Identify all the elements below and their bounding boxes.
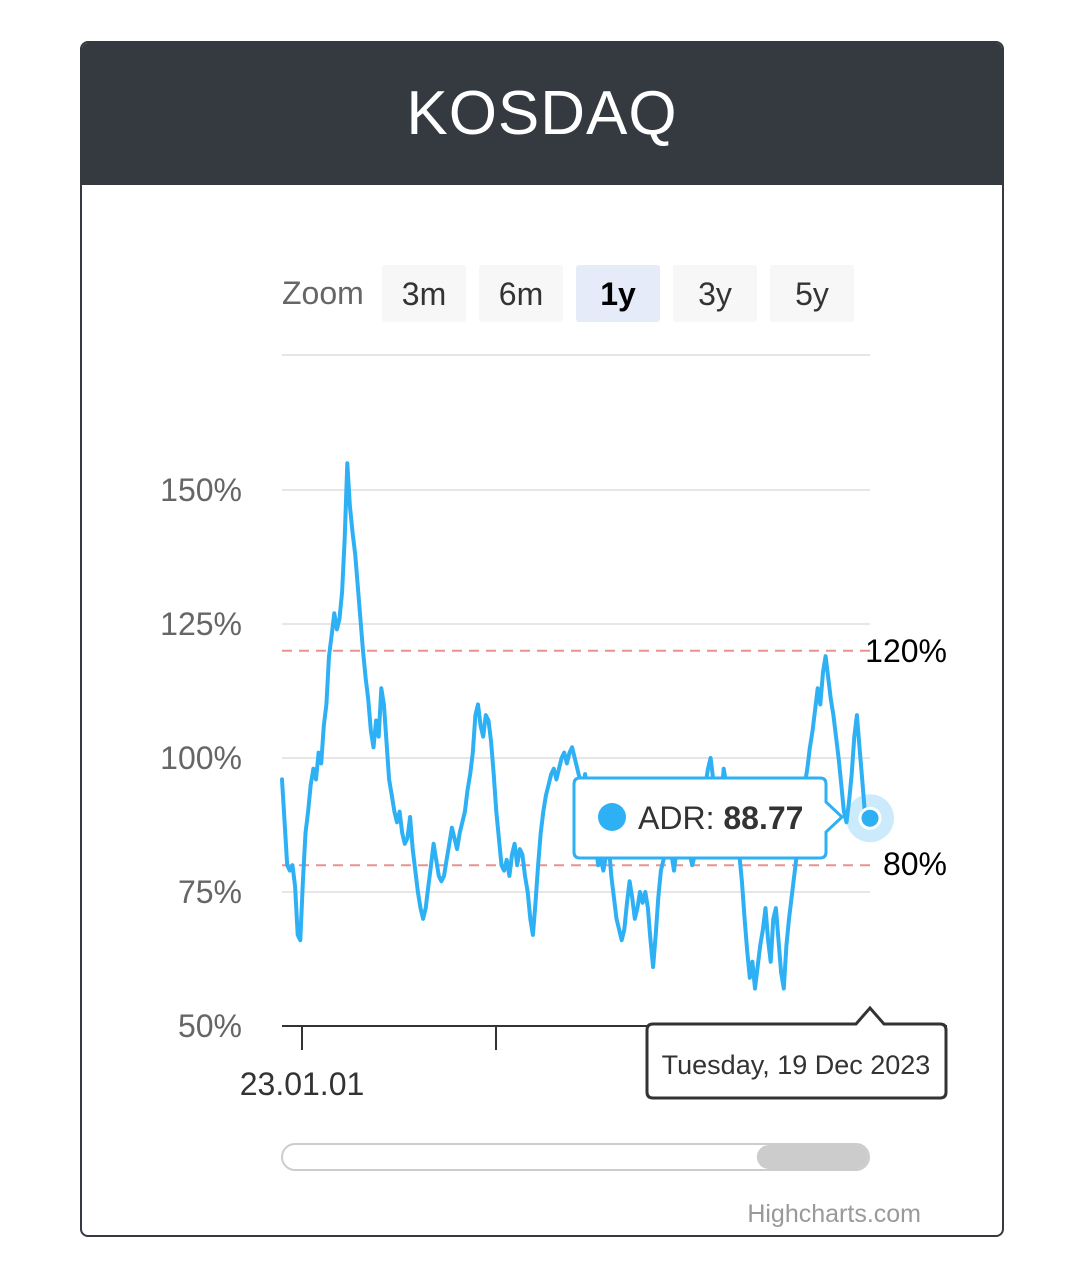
zoom-button-label: 5y	[795, 276, 829, 312]
y-tick-label: 75%	[178, 874, 242, 910]
card-title: KOSDAQ	[82, 43, 1002, 185]
tooltip-date: Tuesday, 19 Dec 2023	[662, 1050, 931, 1080]
y-tick-label: 150%	[160, 472, 242, 508]
plot-line-label: 80%	[883, 846, 947, 882]
zoom-button-3y[interactable]	[673, 265, 757, 322]
y-gridlines	[282, 489, 870, 893]
tooltip-value: 88.77	[723, 800, 803, 836]
zoom-buttons: 3m 6m 1y 3y 5y	[382, 265, 854, 322]
highlight-point[interactable]	[858, 806, 882, 830]
chart-card: KOSDAQ Zoom 3m 6m 1y 3y 5y 50% 75% 100% 125% 150…	[80, 41, 1004, 1237]
y-axis-labels: 50% 75% 100% 125% 150%	[160, 472, 242, 1044]
tooltip-text: ADR: 88.77	[638, 800, 803, 836]
zoom-button-5y[interactable]	[770, 265, 854, 322]
zoom-label: Zoom	[282, 275, 364, 311]
plot-lines: 120% 80%	[282, 633, 947, 882]
tooltip-separator: :	[706, 800, 724, 836]
zoom-button-6m[interactable]	[479, 265, 563, 322]
zoom-button-1y[interactable]	[576, 265, 660, 322]
tooltip-series-name: ADR	[638, 800, 706, 836]
value-tooltip: ADR: 88.77	[572, 776, 845, 860]
y-tick-label: 50%	[178, 1008, 242, 1044]
date-tooltip: Tuesday, 19 Dec 2023	[645, 1005, 948, 1100]
credits-link[interactable]: Highcharts.com	[747, 1200, 921, 1228]
plot-line-label: 120%	[865, 633, 947, 669]
zoom-button-label: 1y	[600, 276, 636, 312]
y-tick-label: 100%	[160, 740, 242, 776]
y-tick-label: 125%	[160, 606, 242, 642]
tooltip-series-marker	[598, 803, 626, 831]
adr-series-line[interactable]	[280, 461, 872, 991]
zoom-button-label: 6m	[499, 276, 543, 312]
chart-canvas[interactable]: Zoom 3m 6m 1y 3y 5y 50% 75% 100% 125% 150% 120% 8…	[82, 185, 1002, 1235]
zoom-button-label: 3m	[402, 276, 446, 312]
x-tick-label: 23.01.01	[240, 1066, 365, 1102]
zoom-button-label: 3y	[698, 276, 732, 312]
navigator-scrollbar-track[interactable]	[281, 1143, 870, 1171]
zoom-button-3m[interactable]	[382, 265, 466, 322]
navigator-scrollbar-thumb[interactable]	[756, 1145, 868, 1169]
